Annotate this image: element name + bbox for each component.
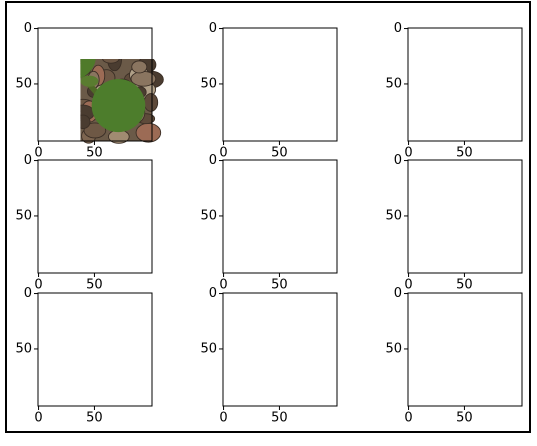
x-tick-label: 50 xyxy=(271,278,288,293)
image xyxy=(398,23,533,144)
axes-frame xyxy=(222,292,338,407)
x-tick-label: 50 xyxy=(456,278,473,293)
y-tick-label: 0 xyxy=(24,21,32,36)
axes-frame xyxy=(407,292,523,407)
x-tick-label: 50 xyxy=(86,278,103,293)
x-tick-label: 0 xyxy=(219,278,227,293)
x-tick-label: 0 xyxy=(404,278,412,293)
x-tick-label: 50 xyxy=(456,146,473,161)
y-tick-label: 50 xyxy=(200,208,217,223)
x-tick-label: 50 xyxy=(86,411,103,426)
x-tick-label: 0 xyxy=(34,411,42,426)
y-tick-label: 50 xyxy=(385,76,402,91)
x-tick-label: 50 xyxy=(456,411,473,426)
y-tick-label: 0 xyxy=(209,286,217,301)
axes-frame xyxy=(407,27,523,142)
x-tick-label: 0 xyxy=(34,278,42,293)
image xyxy=(398,288,533,409)
y-tick-label: 50 xyxy=(385,208,402,223)
y-tick-label: 0 xyxy=(24,286,32,301)
axes-frame xyxy=(37,27,153,142)
axes-frame xyxy=(37,292,153,407)
frame xyxy=(5,1,531,433)
y-tick-label: 50 xyxy=(15,76,32,91)
y-tick-label: 0 xyxy=(209,21,217,36)
x-tick-label: 50 xyxy=(271,146,288,161)
subplot: 0 50 0 50 xyxy=(385,153,532,293)
x-tick-label: 0 xyxy=(34,146,42,161)
y-tick-label: 0 xyxy=(394,21,402,36)
y-tick-label: 50 xyxy=(200,341,217,356)
y-tick-label: 50 xyxy=(385,341,402,356)
subplot: 0 50 0 50 xyxy=(200,153,347,293)
image xyxy=(28,155,163,276)
y-tick-label: 0 xyxy=(24,153,32,168)
subplot: 0 50 0 50 xyxy=(15,153,163,293)
x-tick-label: 50 xyxy=(271,411,288,426)
x-tick-label: 0 xyxy=(404,411,412,426)
y-tick-label: 50 xyxy=(200,76,217,91)
image xyxy=(212,23,347,144)
axes-frame xyxy=(222,27,338,142)
subplot: 0 50 0 50 xyxy=(200,286,348,426)
image xyxy=(212,155,347,276)
image xyxy=(28,288,163,409)
axes-frame xyxy=(222,159,338,274)
x-tick-label: 0 xyxy=(219,411,227,426)
subplot: 0 50 0 50 xyxy=(385,286,533,426)
subplot: 0 50 0 50 xyxy=(200,21,347,161)
x-tick-label: 0 xyxy=(219,146,227,161)
axes-frame xyxy=(37,159,153,274)
y-tick-label: 0 xyxy=(394,286,402,301)
y-tick-label: 50 xyxy=(15,341,32,356)
axes-frame xyxy=(407,159,523,274)
subplot: 0 50 0 50 xyxy=(15,21,163,161)
y-tick-label: 0 xyxy=(394,153,402,168)
subplot: 0 50 0 50 xyxy=(15,286,163,426)
x-tick-label: 0 xyxy=(404,146,412,161)
x-tick-label: 50 xyxy=(86,146,103,161)
y-tick-label: 50 xyxy=(15,208,32,223)
y-tick-label: 0 xyxy=(209,153,217,168)
subplot: 0 50 0 50 xyxy=(385,21,533,161)
image xyxy=(397,155,532,276)
image xyxy=(213,288,348,409)
image xyxy=(28,23,163,144)
